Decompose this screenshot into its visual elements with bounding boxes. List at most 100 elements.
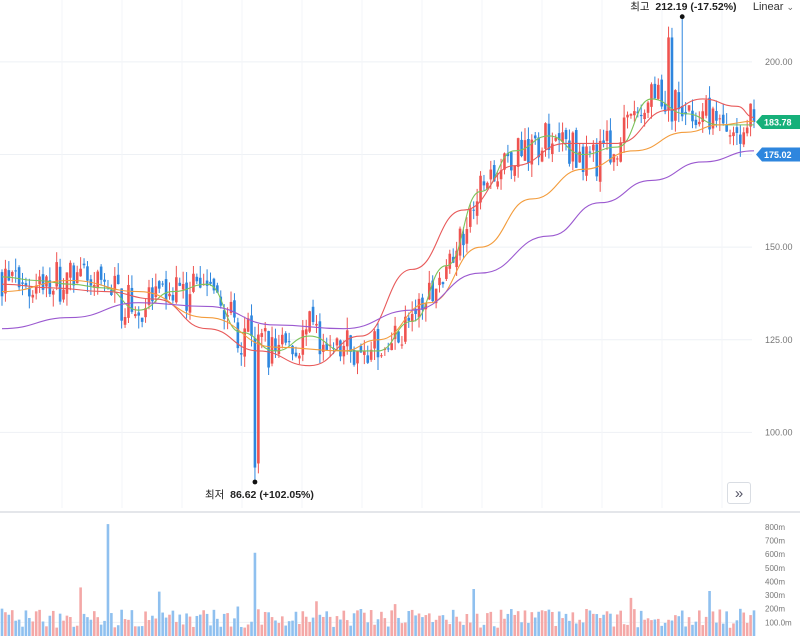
volume-bar: [404, 622, 407, 636]
volume-bar: [369, 610, 373, 636]
volume-bar: [486, 613, 489, 636]
volume-bar: [609, 613, 612, 636]
candle-body: [195, 276, 199, 282]
candle-body: [233, 300, 236, 318]
volume-bar: [209, 625, 212, 636]
candle-body: [537, 137, 540, 158]
price-badges: 183.78 175.02: [756, 114, 800, 162]
volume-bar: [636, 627, 640, 636]
candle-body: [684, 111, 687, 115]
volume-bar: [752, 610, 756, 636]
high-annotation-change: (-17.52%): [690, 0, 737, 13]
candle-body: [629, 113, 633, 116]
candle-body: [752, 109, 756, 122]
candle-body: [113, 275, 117, 291]
candle-body: [130, 287, 134, 312]
candle-body: [198, 277, 202, 288]
volume-bar: [513, 614, 517, 636]
volume-bar: [243, 627, 246, 636]
candle-body: [181, 283, 185, 290]
candle-body: [161, 283, 164, 285]
volume-bar: [639, 610, 643, 636]
moving-averages-group: [1, 98, 755, 367]
volume-bar: [431, 622, 434, 636]
candle-body: [677, 92, 681, 110]
volume-bar: [45, 626, 48, 636]
candle-body: [250, 315, 253, 336]
candle-body: [144, 308, 147, 318]
volume-bar: [14, 620, 17, 636]
volume-bar: [448, 624, 452, 636]
candle-body: [694, 119, 698, 126]
candle-body: [185, 282, 188, 311]
volume-bar: [728, 627, 732, 636]
volume-bar: [280, 616, 284, 636]
volume-bar: [216, 618, 219, 636]
candle-body: [192, 273, 195, 292]
volume-bar: [195, 615, 199, 636]
candle-body: [222, 310, 226, 319]
volume-bar: [246, 624, 250, 636]
candle-body: [127, 284, 130, 318]
candle-body: [633, 111, 636, 116]
volume-bar: [742, 612, 746, 636]
scale-toggle[interactable]: Linear ⌄: [753, 0, 794, 14]
candle-body: [72, 265, 76, 286]
volume-bar: [643, 619, 646, 636]
candle-body: [721, 114, 725, 124]
volume-tick-label: 300m: [765, 591, 785, 600]
volume-bar: [250, 621, 253, 636]
high-annotation-value: 212.19: [655, 0, 688, 13]
candle-body: [704, 100, 708, 116]
volume-bar: [10, 610, 14, 636]
volume-bar: [82, 613, 86, 636]
candle-body: [424, 303, 428, 310]
volume-bar: [455, 616, 458, 636]
candle-body: [540, 150, 544, 162]
candle-body: [116, 274, 120, 285]
candle-body: [400, 344, 404, 346]
volume-bar: [390, 610, 393, 636]
candle-body: [171, 294, 175, 301]
volume-bar: [410, 609, 414, 636]
volume-bar: [322, 616, 325, 636]
low-marker: [252, 479, 258, 485]
candle-body: [294, 352, 298, 357]
volume-bar: [260, 624, 264, 636]
volume-bar: [106, 524, 110, 636]
candle-body: [602, 140, 605, 144]
volume-bar: [332, 626, 335, 636]
volume-bar: [92, 611, 96, 636]
volume-bar: [383, 618, 387, 636]
volume-bar: [89, 619, 93, 636]
volume-bar: [38, 609, 41, 636]
expand-button[interactable]: »: [727, 482, 751, 504]
candle-body: [31, 294, 35, 298]
volume-bar: [380, 611, 383, 636]
candle-body: [619, 142, 622, 162]
volume-bar: [605, 611, 609, 636]
candle-body: [311, 306, 315, 323]
candle-body: [69, 262, 72, 278]
candle-body: [465, 229, 469, 244]
volume-bar: [701, 625, 705, 636]
price-grid: [0, 0, 752, 508]
low-annotation-label: 최저: [204, 488, 225, 501]
volume-bar: [226, 613, 229, 636]
candle-body: [557, 133, 561, 141]
price-tick-label: 150.00: [765, 242, 793, 252]
candle-body: [451, 256, 455, 263]
candle-body: [219, 296, 223, 306]
candle-body: [356, 350, 359, 364]
volume-bar: [427, 613, 431, 636]
candle-body: [236, 322, 240, 349]
candle-body: [168, 293, 171, 297]
candle-body: [154, 286, 158, 298]
candle-body: [503, 153, 506, 170]
candle-body: [455, 250, 458, 268]
volume-bar: [653, 619, 657, 636]
volume-bar: [157, 591, 161, 636]
volume-bar: [691, 624, 694, 636]
volume-bar: [120, 609, 123, 636]
